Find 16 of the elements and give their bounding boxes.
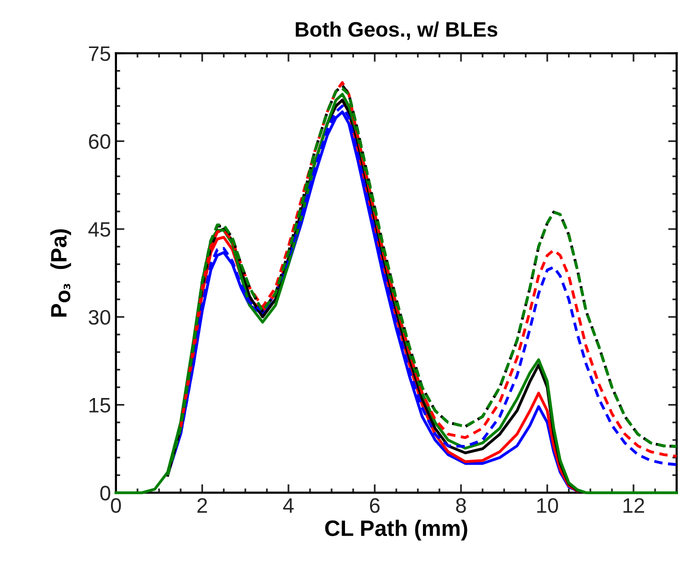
chart-title: Both Geos., w/ BLEs <box>296 22 498 40</box>
y-tick-label: 45 <box>88 222 110 237</box>
y-tick-label: 0 <box>100 486 110 500</box>
x-tick-label: 0 <box>110 498 121 513</box>
x-tick-label: 8 <box>456 498 466 513</box>
x-tick-label: 12 <box>624 498 644 513</box>
x-tick-label: 4 <box>283 498 294 513</box>
x-axis-title: CL Path (mm) <box>325 520 468 541</box>
y-tick-label: 75 <box>88 46 110 62</box>
x-tick-label: 10 <box>537 498 558 513</box>
y-axis-title: P$_{O₃}$ (Pa) <box>50 229 72 317</box>
y-tick-label: 60 <box>88 134 110 149</box>
y-tick-label: 15 <box>89 398 110 413</box>
x-tick-label: 6 <box>370 498 380 513</box>
x-tick-label: 2 <box>197 498 207 513</box>
y-tick-label: 30 <box>88 310 110 325</box>
